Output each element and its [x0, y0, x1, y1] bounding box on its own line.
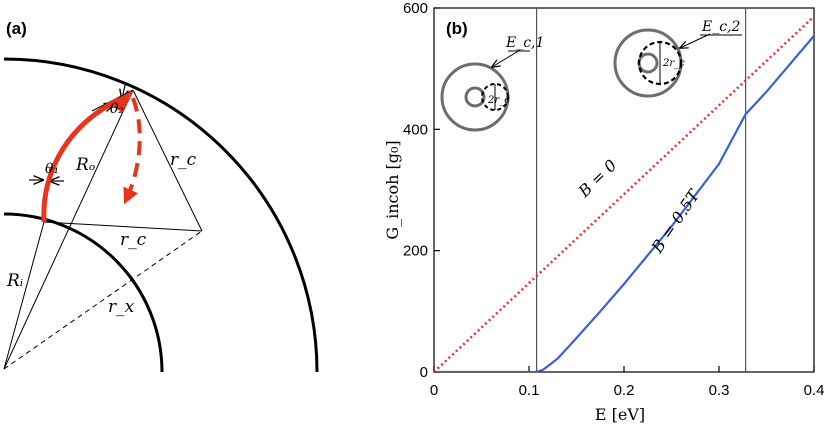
inset1-2rc-label: 2r_c — [487, 95, 510, 106]
label-theta1: θ₁ — [45, 161, 59, 177]
inset2-ec2-label: E_c,2 — [701, 19, 741, 35]
y-tick-label: 0 — [420, 364, 428, 381]
electron-trajectory-dashed — [123, 97, 142, 205]
electron-trajectory-solid — [41, 97, 120, 223]
inset1-arrow — [492, 49, 521, 67]
x-tick-label: 0.2 — [614, 382, 635, 399]
x-axis: 0 0.1 0.2 0.3 0.4 — [430, 366, 825, 399]
y-tick-label: 400 — [403, 121, 428, 138]
inset-ec1: 2r_c E_c,1 — [440, 35, 544, 132]
x-tick-label: 0.4 — [804, 382, 825, 399]
inset2-inner-ring — [637, 52, 659, 74]
label-b05: B = 0.5T — [647, 185, 704, 257]
y-tick-label: 200 — [403, 243, 428, 260]
x-tick-label: 0 — [430, 382, 438, 399]
inner-circle-arc — [3, 212, 164, 373]
panel-b-chart: 0 0.1 0.2 0.3 0.4 0 200 400 600 E [eV] G_incoh … — [383, 0, 824, 424]
y-axis: 0 200 400 600 — [403, 0, 440, 381]
label-ro: Rₒ — [75, 155, 96, 175]
threshold-lines — [535, 8, 747, 372]
inset1-orbit — [481, 83, 509, 111]
plot-frame — [433, 7, 815, 373]
inset-ec2: 2r_c E_c,2 — [613, 19, 742, 98]
inset1-ec1-label: E_c,1 — [505, 35, 544, 51]
outer-circle-arc — [3, 57, 319, 373]
rc-upper-line — [132, 89, 203, 232]
label-theta2: θ₂ — [110, 101, 124, 117]
radius-ro-line — [3, 89, 134, 370]
inset2-orbit — [637, 40, 683, 86]
rx-dashed-line — [3, 230, 203, 370]
inset2-arrow — [680, 33, 711, 48]
label-ri: Rᵢ — [6, 271, 23, 291]
series-b0-line — [434, 15, 814, 372]
panel-b-label: (b) — [446, 19, 468, 38]
y-tick-label: 600 — [403, 0, 428, 17]
trajectory-arrowhead-icon — [108, 90, 134, 113]
series-b05-line — [434, 35, 814, 372]
panel-a-label: (a) — [6, 19, 27, 38]
inset2-2rc-label: 2r_c — [662, 58, 685, 69]
inset1-inner-ring — [464, 86, 486, 108]
y-axis-label: G_incoh [g₀] — [383, 140, 402, 239]
panel-a-diagram: (a) θ₁ θ₂ Rₒ Rᵢ r_c r_c r_x — [3, 19, 319, 373]
label-b0: B = 0 — [574, 156, 621, 202]
x-tick-label: 0.3 — [709, 382, 730, 399]
x-tick-label: 0.1 — [519, 382, 540, 399]
label-rc-upper: r_c — [170, 150, 197, 170]
label-rx: r_x — [108, 297, 135, 317]
series-group — [434, 15, 814, 372]
label-rc-lower: r_c — [120, 230, 147, 250]
x-axis-label: E [eV] — [595, 405, 645, 424]
radius-ri-line — [3, 221, 45, 370]
rc-lower-line — [43, 221, 203, 232]
